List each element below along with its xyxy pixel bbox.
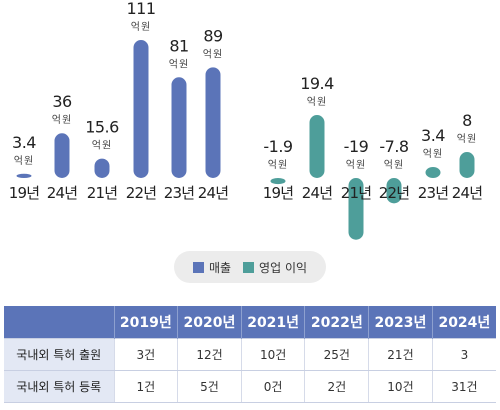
table-header-2024: 2024년 — [431, 306, 496, 339]
table-cell: 12건 — [177, 338, 242, 371]
x-tick-label: 23년 — [418, 184, 449, 202]
table-cell: 25건 — [304, 338, 369, 371]
x-tick-label: 19년 — [263, 184, 294, 202]
data-label: 8 — [462, 111, 472, 130]
table-row: 국내외 특허 출원 3건 12건 10건 25건 21건 3 — [4, 338, 496, 371]
table-cell: 31건 — [431, 370, 496, 403]
table-header-2019: 2019년 — [113, 306, 178, 339]
x-tick-label: 24년 — [452, 184, 483, 202]
data-label: -19 — [344, 137, 369, 156]
data-label: 3.4 — [12, 133, 36, 152]
unit-label: 억원 — [14, 155, 34, 167]
row-label-registrations: 국내외 특허 등록 — [4, 370, 114, 403]
operating-profit-chart: -1.9 억원 19년 19.4 억원 24년 -19 억원 21년 -7.8 억원 22년 3.4 억원… — [263, 74, 483, 240]
bar — [386, 178, 402, 204]
legend-label-operating-profit: 영업 이익 — [259, 260, 308, 275]
bar — [348, 178, 364, 240]
table-cell: 10건 — [240, 338, 305, 371]
data-label: 36 — [52, 92, 72, 111]
data-label: 3.4 — [421, 126, 445, 145]
unit-label: 억원 — [346, 159, 366, 171]
bar — [459, 152, 475, 178]
patent-table: 2019년 2020년 2021년 2022년 2023년 2024년 국내외 … — [4, 306, 496, 403]
table-header-row: 2019년 2020년 2021년 2022년 2023년 2024년 — [4, 306, 496, 339]
x-tick-label: 22년 — [379, 184, 410, 202]
table-header-2023: 2023년 — [368, 306, 433, 339]
bar — [133, 40, 149, 178]
table-cell: 0건 — [240, 370, 305, 403]
bar — [425, 166, 441, 178]
data-label: 15.6 — [85, 118, 119, 137]
legend-swatch-revenue — [192, 261, 204, 273]
x-tick-label: 22년 — [126, 184, 157, 202]
bar — [309, 115, 325, 178]
table-header-2020: 2020년 — [177, 306, 242, 339]
legend-item-operating-profit: 영업 이익 — [243, 259, 307, 276]
table-cell: 1건 — [113, 370, 178, 403]
bar — [270, 178, 286, 185]
data-label: 89 — [203, 26, 223, 45]
row-label-applications: 국내외 특허 출원 — [4, 338, 114, 371]
legend-item-revenue: 매출 — [192, 259, 232, 276]
table-cell: 21건 — [368, 338, 433, 371]
x-tick-label: 23년 — [164, 184, 195, 202]
unit-label: 억원 — [307, 96, 327, 108]
bar — [54, 133, 70, 178]
legend-label-revenue: 매출 — [208, 260, 232, 275]
table-cell: 10건 — [368, 370, 433, 403]
data-label: 81 — [169, 36, 188, 55]
x-tick-label: 21년 — [87, 184, 118, 202]
table-header-corner — [4, 306, 114, 339]
x-tick-label: 24년 — [47, 184, 78, 202]
unit-label: 억원 — [131, 21, 151, 33]
data-label: -1.9 — [263, 137, 293, 156]
unit-label: 억원 — [423, 148, 443, 160]
bar — [171, 77, 187, 178]
unit-label: 억원 — [169, 58, 189, 70]
x-tick-label: 24년 — [198, 184, 229, 202]
table-cell: 5건 — [177, 370, 242, 403]
unit-label: 억원 — [203, 48, 223, 60]
table-cell: 3 — [431, 338, 496, 371]
data-label: -7.8 — [379, 137, 409, 156]
x-tick-label: 24년 — [302, 184, 333, 202]
unit-label: 억원 — [384, 159, 404, 171]
table-cell: 2건 — [304, 370, 369, 403]
unit-label: 억원 — [92, 140, 112, 152]
revenue-chart: 3.4 억원 19년 36 억원 24년 15.6 억원 21년 111 억원 22년 81 억원 23년 8… — [9, 0, 229, 202]
data-label: 19.4 — [300, 74, 334, 93]
table-cell: 3건 — [113, 338, 178, 371]
x-tick-label: 19년 — [9, 184, 40, 202]
legend-swatch-operating-profit — [243, 261, 255, 273]
x-tick-label: 21년 — [341, 184, 372, 202]
table-header-2021: 2021년 — [240, 306, 305, 339]
table-header-2022: 2022년 — [304, 306, 369, 339]
legend: 매출 영업 이익 — [174, 251, 326, 283]
charts-area: 3.4 억원 19년 36 억원 24년 15.6 억원 21년 111 억원 22년 81 억원 23년 8… — [9, 0, 483, 240]
bar — [16, 173, 32, 178]
unit-label: 억원 — [52, 114, 72, 126]
unit-label: 억원 — [457, 133, 477, 145]
table-row: 국내외 특허 등록 1건 5건 0건 2건 10건 31건 — [4, 370, 496, 403]
data-label: 111 — [126, 0, 155, 18]
unit-label: 억원 — [268, 159, 288, 171]
bar — [205, 67, 221, 178]
bar — [94, 158, 110, 178]
